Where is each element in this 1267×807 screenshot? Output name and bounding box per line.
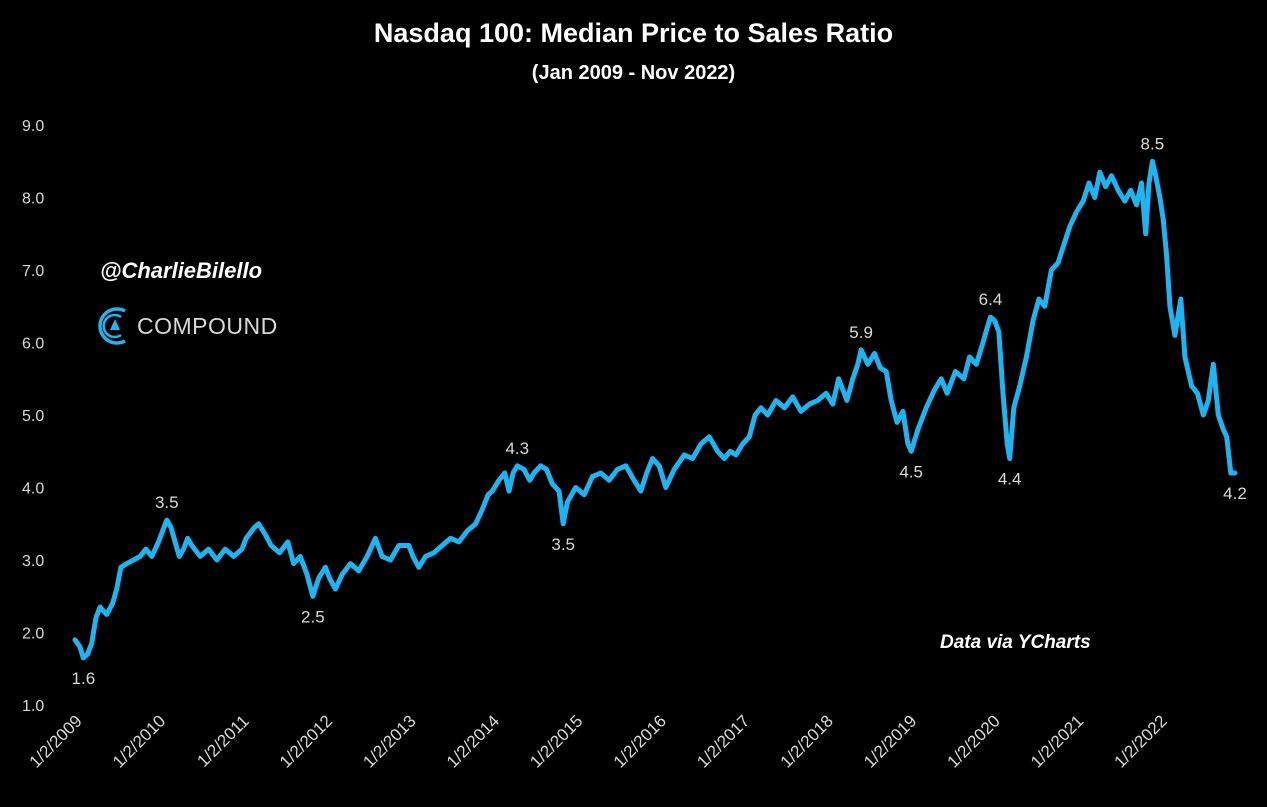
- x-tick-label: 1/2/2015: [526, 711, 586, 771]
- x-tick-label: 1/2/2016: [610, 711, 670, 771]
- x-tick-label: 1/2/2011: [193, 711, 252, 770]
- x-tick-label: 1/2/2019: [860, 711, 920, 771]
- data-label: 1.6: [72, 669, 96, 688]
- series-layer: [72, 158, 1238, 661]
- data-label: 6.4: [979, 290, 1003, 309]
- data-label: 8.5: [1141, 134, 1165, 153]
- data-source: Data via YCharts: [940, 632, 1091, 653]
- chart-title: Nasdaq 100: Median Price to Sales Ratio: [373, 18, 894, 48]
- x-axis: 1/2/2009 1/2/2010 1/2/2011 1/2/2012 1/2/2013…: [26, 711, 1171, 771]
- data-label: 4.5: [899, 462, 923, 481]
- y-tick-label: 9.0: [22, 118, 44, 135]
- author-handle: @CharlieBilello: [100, 258, 263, 283]
- x-tick-label: 1/2/2018: [777, 711, 837, 771]
- series-line: [72, 158, 1238, 661]
- x-tick-label: 1/2/2009: [26, 711, 86, 771]
- compound-logo-icon: [98, 307, 126, 345]
- x-tick-label: 1/2/2017: [693, 711, 753, 771]
- x-tick-label: 1/2/2012: [276, 711, 336, 771]
- y-tick-label: 2.0: [22, 626, 44, 643]
- y-tick-label: 3.0: [22, 553, 44, 570]
- data-label: 3.5: [551, 535, 575, 554]
- data-label: 3.5: [155, 493, 179, 512]
- data-label: 2.5: [301, 607, 325, 626]
- y-tick-label: 4.0: [22, 481, 44, 498]
- x-tick-label: 1/2/2014: [443, 711, 503, 771]
- x-tick-label: 1/2/2021: [1027, 711, 1087, 771]
- y-tick-label: 1.0: [22, 698, 44, 715]
- data-label: 4.4: [998, 470, 1022, 489]
- y-axis: 1.0 2.0 3.0 4.0 5.0 6.0 7.0 8.0 9.0: [22, 118, 44, 715]
- chart-subtitle: (Jan 2009 - Nov 2022): [531, 62, 736, 84]
- annotations-layer: 1.6 3.5 2.5 4.3 3.5 5.9 4.5 6.4 4.4 8.5 4.2: [72, 134, 1247, 688]
- data-label: 4.3: [505, 439, 529, 458]
- x-tick-label: 1/2/2010: [109, 711, 169, 771]
- data-label: 4.2: [1223, 484, 1247, 503]
- x-tick-label: 1/2/2013: [359, 711, 419, 771]
- x-tick-label: 1/2/2020: [944, 711, 1004, 771]
- x-tick-label: 1/2/2022: [1110, 711, 1170, 771]
- y-tick-label: 7.0: [22, 263, 44, 280]
- data-label: 5.9: [849, 323, 873, 342]
- y-tick-label: 8.0: [22, 191, 44, 208]
- y-tick-label: 5.0: [22, 408, 44, 425]
- brand-logo: COMPOUND: [95, 305, 278, 347]
- brand-name: COMPOUND: [137, 312, 278, 339]
- y-tick-label: 6.0: [22, 336, 44, 353]
